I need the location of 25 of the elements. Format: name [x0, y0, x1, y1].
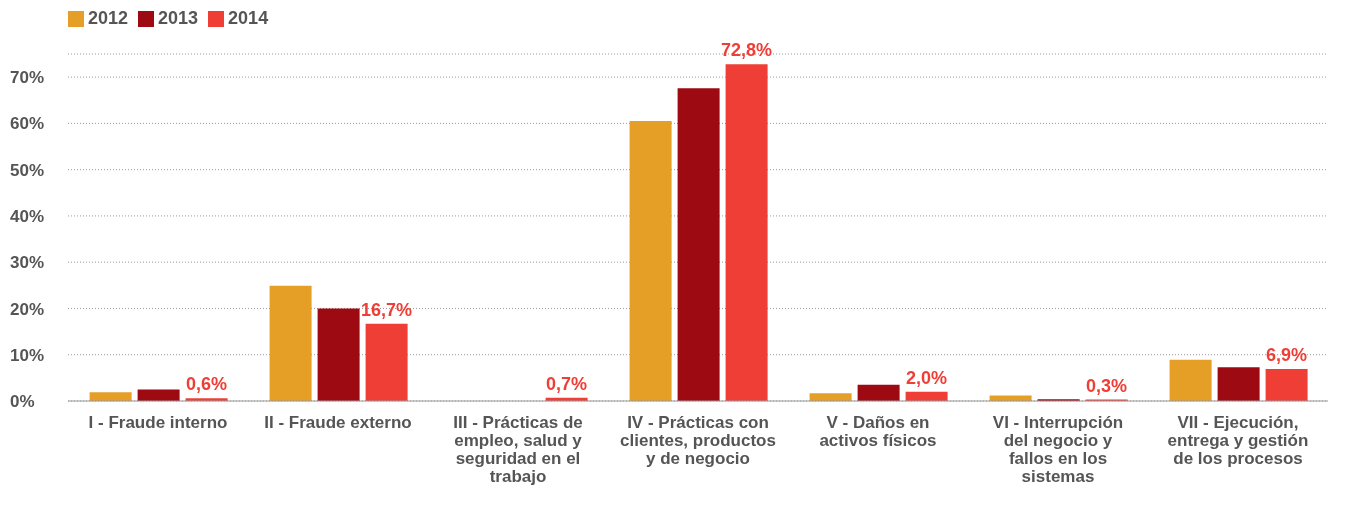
data-label: 2,0% [906, 367, 948, 388]
x-tick-label: V - Daños en activos físicos [819, 413, 937, 451]
data-label: 6,9% [1266, 345, 1308, 366]
y-tick-label: 40% [10, 206, 45, 226]
x-tick-label: VII - Ejecución, entrega y gestión de los procesos [1167, 413, 1309, 468]
y-tick-label: 60% [10, 114, 45, 134]
data-label: 0,3% [1086, 375, 1128, 396]
y-tick-label: 50% [10, 160, 45, 180]
y-tick-label: 30% [10, 253, 45, 273]
data-label: 72,8% [721, 40, 773, 61]
legend-label: 2012 [88, 8, 129, 28]
data-label: 0,7% [546, 373, 588, 394]
legend-label: 2013 [158, 8, 199, 28]
x-tick-label: IV - Prácticas con clientes, productos y de negocio [620, 413, 776, 468]
x-tick-label: VI - Interrupción del negocio y fallos en los sistemas [992, 413, 1124, 486]
legend-label: 2014 [228, 8, 269, 28]
x-tick-label: I - Fraude interno [88, 413, 228, 433]
data-label: 0,6% [186, 374, 228, 395]
x-tick-label: III - Prácticas de empleo, salud y seguridad en el trabajo [453, 413, 583, 486]
data-label: 16,7% [361, 299, 413, 320]
y-tick-label: 10% [10, 345, 45, 365]
y-tick-label: 70% [10, 68, 45, 88]
x-tick-label: II - Fraude externo [264, 413, 412, 433]
y-tick-label: 0% [10, 392, 35, 412]
y-tick-label: 20% [10, 299, 45, 319]
